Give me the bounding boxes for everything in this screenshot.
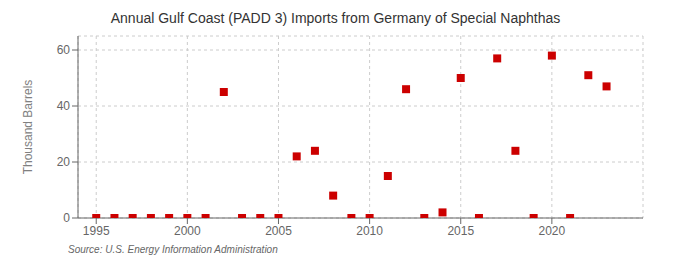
- svg-text:40: 40: [57, 99, 71, 113]
- html-text:Source: U.S. Energy Informatio: Source: U.S. Energy Information Administ…: [68, 244, 278, 255]
- svg-text:2015: 2015: [447, 224, 474, 238]
- html-text:Annual Gulf Coast (PADD 3) Imp: Annual Gulf Coast (PADD 3) Imports from …: [110, 10, 561, 26]
- svg-text:2005: 2005: [265, 224, 292, 238]
- svg-text:1995: 1995: [83, 224, 110, 238]
- svg-text:Thousand Barrels: Thousand Barrels: [21, 80, 35, 175]
- svg-text:20: 20: [57, 155, 71, 169]
- svg-text:2000: 2000: [174, 224, 201, 238]
- svg-text:0: 0: [63, 211, 70, 225]
- svg-text:2020: 2020: [539, 224, 566, 238]
- svg-text:60: 60: [57, 43, 71, 57]
- svg-text:2010: 2010: [356, 224, 383, 238]
